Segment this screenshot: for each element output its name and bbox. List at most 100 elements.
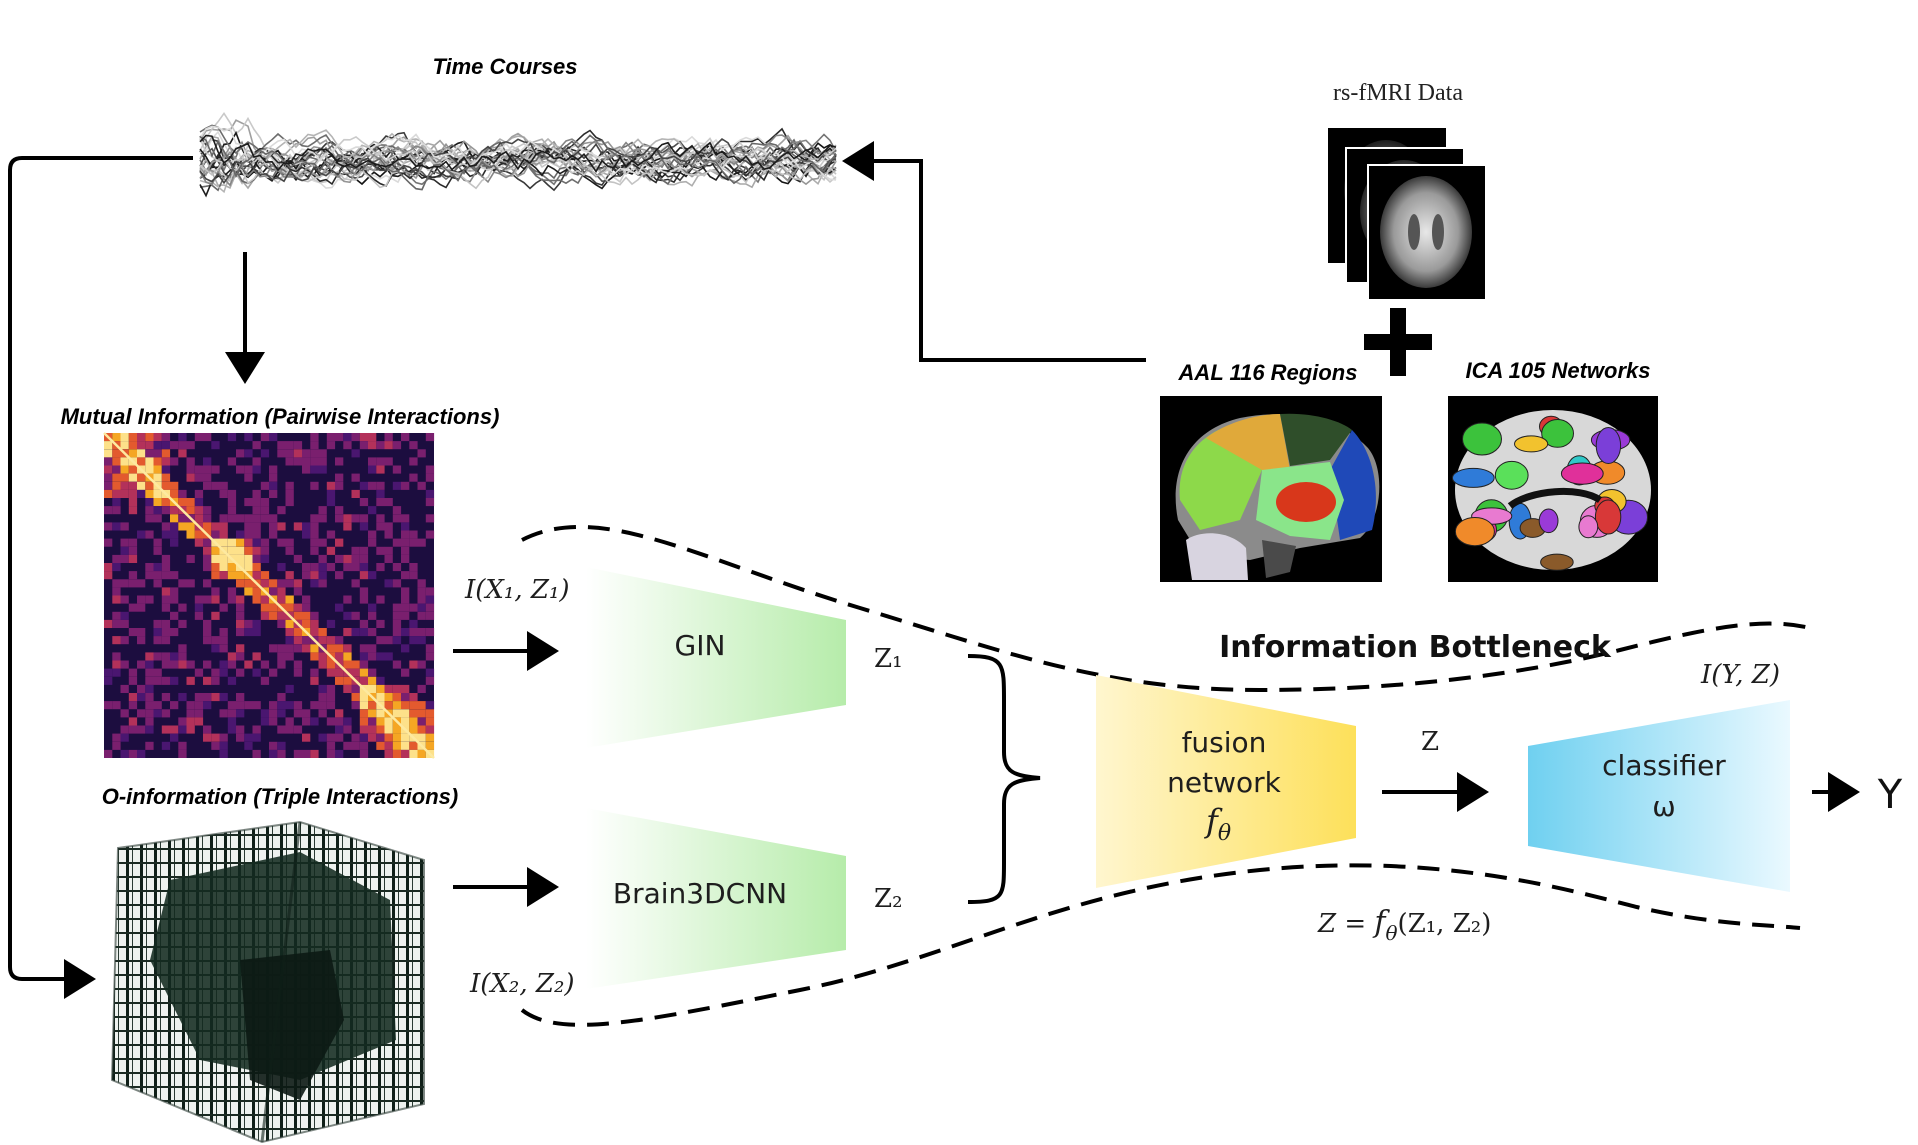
heatmap-cell	[359, 676, 369, 685]
heatmap-cell	[161, 587, 171, 596]
heatmap-cell	[236, 701, 245, 710]
heatmap-cell	[186, 717, 195, 726]
time-courses-title: Time Courses	[432, 54, 577, 79]
heatmap-cell	[203, 506, 212, 515]
heatmap-cell	[417, 701, 426, 710]
heatmap-cell	[335, 725, 344, 734]
heatmap-cell	[219, 538, 228, 547]
heatmap-cell	[269, 717, 278, 726]
heatmap-cell	[252, 668, 261, 677]
heatmap-cell	[368, 603, 377, 612]
heatmap-cell	[128, 433, 138, 442]
heatmap-cell	[351, 693, 360, 702]
heatmap-cell	[203, 693, 212, 702]
heatmap-cell	[227, 595, 237, 604]
heatmap-cell	[178, 693, 187, 702]
heatmap-cell	[178, 514, 187, 523]
heatmap-cell	[227, 725, 237, 734]
heatmap-cell	[335, 473, 344, 482]
heatmap-cell	[194, 473, 204, 482]
heatmap-cell	[392, 441, 402, 450]
heatmap-cell	[236, 733, 245, 742]
heatmap-cell	[236, 652, 245, 661]
heatmap-cell	[310, 481, 319, 490]
heatmap-cell	[392, 693, 402, 702]
heatmap-cell	[260, 709, 270, 718]
heatmap-cell	[326, 636, 336, 645]
heatmap-cell	[104, 441, 113, 450]
heatmap-cell	[326, 717, 336, 726]
heatmap-cell	[236, 514, 245, 523]
heatmap-cell	[244, 433, 253, 442]
heatmap-cell	[285, 652, 294, 661]
heatmap-cell	[285, 449, 294, 458]
heatmap-cell	[343, 554, 352, 563]
heatmap-cell	[376, 481, 385, 490]
heatmap-cell	[285, 489, 294, 498]
heatmap-cell	[318, 465, 327, 474]
heatmap-cell	[343, 628, 352, 637]
heatmap-cell	[376, 725, 385, 734]
heatmap-cell	[244, 538, 253, 547]
heatmap-cell	[104, 571, 113, 580]
heatmap-cell	[384, 636, 393, 645]
heatmap-cell	[269, 611, 278, 620]
heatmap-cell	[277, 449, 286, 458]
heatmap-cell	[161, 628, 171, 637]
heatmap-cell	[425, 668, 435, 677]
heatmap-cell	[170, 652, 179, 661]
heatmap-cell	[401, 733, 410, 742]
fusion-network-block	[1096, 675, 1356, 888]
heatmap-cell	[161, 563, 171, 572]
heatmap-cell	[203, 514, 212, 523]
heatmap-cell	[112, 611, 121, 620]
heatmap-cell	[203, 660, 212, 669]
heatmap-cell	[194, 611, 204, 620]
heatmap-cell	[145, 489, 154, 498]
heatmap-cell	[318, 506, 327, 515]
heatmap-cell	[417, 749, 426, 758]
brain3dcnn-label: Brain3DCNN	[613, 877, 787, 910]
heatmap-cell	[425, 611, 435, 620]
heatmap-cell	[260, 546, 270, 555]
heatmap-cell	[128, 506, 138, 515]
heatmap-cell	[409, 628, 418, 637]
heatmap-cell	[384, 522, 393, 531]
heatmap-cell	[112, 619, 121, 628]
heatmap-cell	[145, 465, 154, 474]
heatmap-cell	[376, 563, 385, 572]
heatmap-cell	[186, 660, 195, 669]
heatmap-cell	[161, 554, 171, 563]
heatmap-cell	[112, 595, 121, 604]
heatmap-cell	[401, 522, 410, 531]
heatmap-cell	[112, 733, 121, 742]
heatmap-cell	[285, 457, 294, 466]
heatmap-cell	[194, 717, 204, 726]
heatmap-cell	[186, 530, 195, 539]
heatmap-cell	[252, 652, 261, 661]
heatmap-cell	[359, 481, 369, 490]
heatmap-cell	[277, 701, 286, 710]
heatmap-cell	[425, 530, 435, 539]
heatmap-cell	[128, 579, 138, 588]
heatmap-cell	[392, 701, 402, 710]
heatmap-cell	[178, 579, 187, 588]
heatmap-cell	[401, 433, 410, 442]
heatmap-cell	[269, 481, 278, 490]
heatmap-cell	[335, 644, 344, 653]
heatmap-cell	[401, 701, 410, 710]
heatmap-cell	[277, 693, 286, 702]
heatmap-cell	[120, 709, 129, 718]
heatmap-cell	[302, 619, 311, 628]
heatmap-cell	[137, 749, 146, 758]
ica-network-blob	[1538, 508, 1559, 534]
heatmap-cell	[310, 749, 319, 758]
heatmap-cell	[120, 611, 129, 620]
heatmap-cell	[376, 733, 385, 742]
brain-slice-icon	[1380, 176, 1472, 288]
heatmap-cell	[194, 603, 204, 612]
heatmap-cell	[194, 693, 204, 702]
heatmap-cell	[227, 717, 237, 726]
heatmap-cell	[359, 693, 369, 702]
heatmap-cell	[343, 522, 352, 531]
